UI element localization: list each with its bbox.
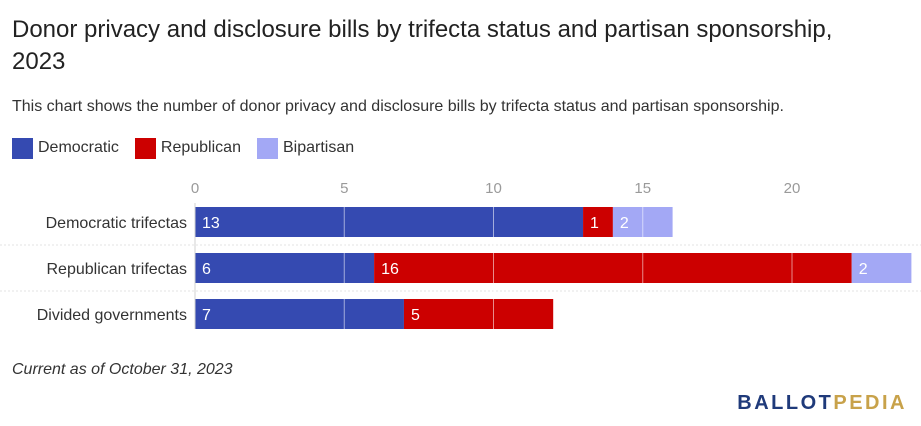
legend-item-bipartisan: Bipartisan [256,137,355,159]
ballotpedia-logo[interactable]: BALLOTPEDIA [737,391,907,415]
legend-label-democratic: Democratic [38,139,119,156]
legend-swatch-bipartisan [256,137,278,159]
x-tick-label: 5 [340,180,348,197]
legend-swatch-democratic [12,137,33,159]
data-label-democratic: 13 [202,215,220,232]
bar-republican [374,253,852,283]
chart-title: Donor privacy and disclosure bills by tr… [12,16,833,75]
bar-democratic [195,207,584,237]
bar-republican [403,299,554,329]
legend: Democratic Republican Bipartisan [12,137,370,159]
legend-item-democratic: Democratic [12,137,119,159]
bar-bipartisan [851,253,912,283]
category-label: Divided governments [37,307,187,324]
legend-item-republican: Republican [134,137,241,159]
logo-text-pedia: PEDIA [833,392,907,414]
data-label-democratic: 7 [202,307,211,324]
data-label-republican: 16 [381,261,399,278]
legend-label-republican: Republican [160,139,241,156]
bar-democratic [195,299,404,329]
data-label-democratic: 6 [202,261,211,278]
logo-text-ballot: BALLOT [737,392,834,414]
data-label-bipartisan: 2 [859,261,868,278]
category-label: Republican trifectas [46,261,187,278]
data-label-republican: 5 [411,307,420,324]
x-tick-label: 10 [485,180,502,197]
x-tick-label: 0 [191,180,199,197]
x-tick-label: 20 [784,180,801,197]
bar-democratic [195,253,375,283]
chart-subtitle: This chart shows the number of donor pri… [12,98,784,115]
data-label-republican: 1 [590,215,599,232]
data-label-bipartisan: 2 [620,215,629,232]
footnote: Current as of October 31, 2023 [12,361,233,378]
bar-chart: 0 5 10 15 20 Democratic trifectas 13 1 2 Republic… [0,180,921,329]
x-tick-label: 15 [634,180,651,197]
bar-republican [583,207,613,237]
legend-label-bipartisan: Bipartisan [282,139,355,156]
legend-swatch-republican [134,137,156,159]
category-label: Democratic trifectas [46,215,187,232]
